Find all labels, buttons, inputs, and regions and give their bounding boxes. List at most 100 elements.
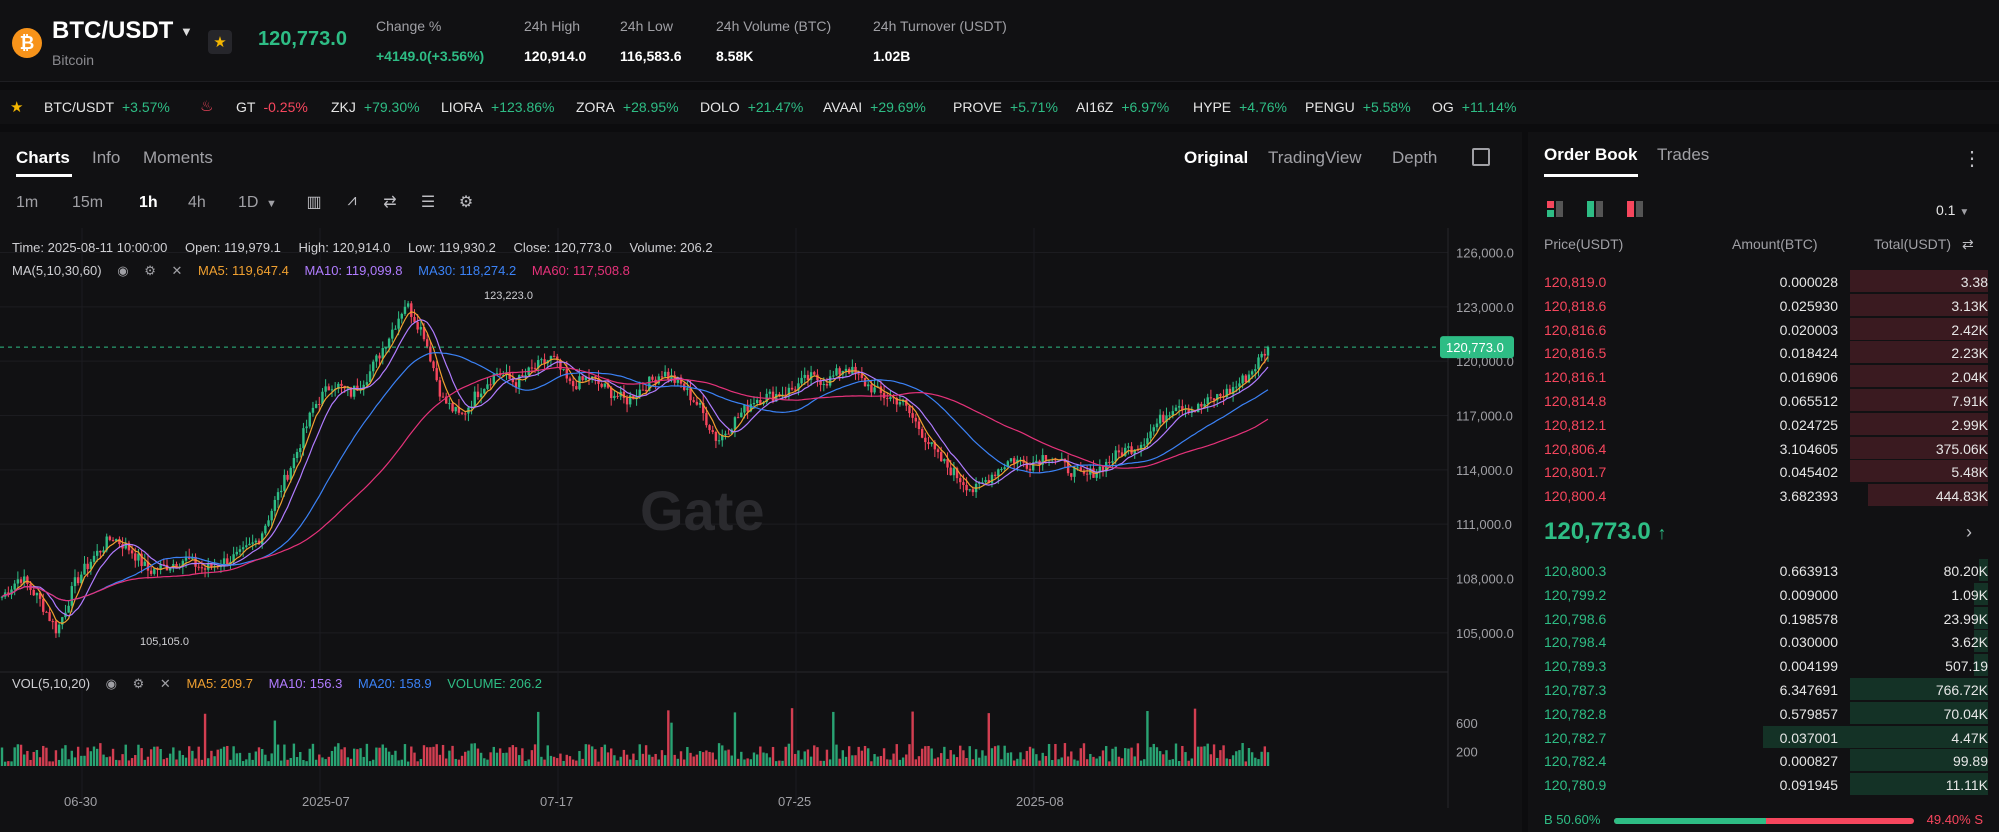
view-depth[interactable]: Depth (1392, 148, 1438, 167)
order-row-ask[interactable]: 120,816.5 0.018424 2.23K (1528, 341, 1988, 364)
ticker-item[interactable]: DOLO +21.47% (700, 99, 803, 115)
volume-bar (1231, 755, 1235, 766)
order-row-bid[interactable]: 120,799.2 0.009000 1.09K (1528, 582, 1988, 605)
indicator-icon[interactable]: ⩘ (347, 192, 357, 209)
interval-4h[interactable]: 4h (188, 194, 206, 211)
order-row-ask[interactable]: 120,814.8 0.065512 7.91K (1528, 389, 1988, 411)
order-row-ask[interactable]: 120,812.1 0.024725 2.99K (1528, 412, 1988, 435)
ticker-item[interactable]: ZKJ +79.30% (331, 99, 420, 115)
order-row-bid[interactable]: 120,780.9 0.091945 11.11K (1528, 773, 1988, 796)
chevron-down-icon[interactable]: ▼ (266, 198, 277, 210)
ticker-item[interactable]: BTC/USDT +3.57% (44, 99, 170, 115)
ticker-item[interactable]: PENGU +5.58% (1305, 99, 1411, 115)
order-row-bid[interactable]: 120,800.3 0.663913 80.20K (1528, 559, 1988, 581)
panel-divider[interactable] (1522, 132, 1528, 832)
order-row-bid[interactable]: 120,787.3 6.347691 766.72K (1528, 678, 1988, 700)
order-row-bid[interactable]: 120,789.3 0.004199 507.19 (1528, 654, 1988, 677)
volume-bar (879, 755, 883, 766)
candle-body (581, 376, 584, 380)
chevron-right-icon[interactable]: › (1966, 522, 1972, 542)
bids-only-icon[interactable] (1586, 200, 1604, 218)
ticker-item[interactable]: GT -0.25% (236, 99, 308, 115)
sell-ratio: 49.40% S (1926, 812, 1983, 827)
ticker-change: +11.14% (1461, 99, 1517, 115)
candle-body (13, 583, 16, 590)
ticker-item[interactable]: PROVE +5.71% (953, 99, 1058, 115)
tab-moments[interactable]: Moments (143, 148, 213, 167)
tab-charts[interactable]: Charts (16, 148, 70, 167)
settings-icon[interactable]: ⚙ (144, 263, 156, 278)
settings-icon[interactable]: ⚙ (458, 194, 474, 211)
swap-icon[interactable]: ⇄ (1962, 236, 1974, 252)
both-sides-icon[interactable] (1546, 200, 1564, 218)
interval-1d[interactable]: 1D (238, 194, 259, 211)
more-icon[interactable]: ⋮ (1962, 148, 1982, 170)
favorite-star-icon[interactable]: ★ (208, 30, 232, 54)
ticker-item[interactable]: AVAAI +29.69% (823, 99, 926, 115)
caret-down-icon[interactable]: ▼ (180, 24, 193, 39)
candle-body (968, 489, 971, 491)
tab-order-book[interactable]: Order Book (1544, 145, 1638, 164)
volume-bar (889, 759, 892, 766)
eye-icon[interactable]: ◉ (105, 676, 118, 691)
volume-bar (467, 750, 470, 766)
order-price: 120,798.4 (1544, 634, 1607, 651)
order-row-ask[interactable]: 120,816.6 0.020003 2.42K (1528, 317, 1988, 340)
ticker-item[interactable]: AI16Z +6.97% (1076, 99, 1169, 115)
view-tradingview[interactable]: TradingView (1268, 148, 1362, 167)
order-row-ask[interactable]: 120,816.1 0.016906 2.04K (1528, 365, 1988, 388)
candle-body (524, 375, 527, 377)
interval-1h[interactable]: 1h (139, 194, 158, 211)
ticker-item[interactable]: LIORA +123.86% (441, 99, 554, 115)
volume-bar (1051, 760, 1054, 766)
compare-icon[interactable]: ⇄ (383, 194, 397, 211)
close-icon[interactable]: ✕ (171, 263, 183, 278)
order-row-ask[interactable]: 120,819.0 0.000028 3.38 (1528, 270, 1988, 292)
order-row-bid[interactable]: 120,798.4 0.030000 3.62K (1528, 630, 1988, 653)
volume-bar (984, 755, 987, 766)
order-row-bid[interactable]: 120,782.4 0.000827 99.89 (1528, 749, 1988, 772)
order-row-ask[interactable]: 120,806.4 3.104605 375.06K (1528, 436, 1988, 459)
tab-info[interactable]: Info (92, 148, 121, 167)
candle-body (425, 339, 429, 347)
pair-selector[interactable]: BTC/USDT (52, 17, 174, 44)
fullscreen-icon[interactable] (1472, 148, 1490, 166)
asks-only-icon[interactable] (1626, 200, 1644, 218)
order-row-ask[interactable]: 120,801.7 0.045402 5.48K (1528, 460, 1988, 483)
price-chart[interactable]: 105,000.0 108,000.0 111,000.0 114,000.0 117,… (0, 228, 1522, 832)
list-icon[interactable]: ☰ (420, 194, 436, 211)
candle-body (552, 355, 556, 357)
order-row-bid[interactable]: 120,798.6 0.198578 23.99K (1528, 606, 1988, 629)
volume-bar (483, 758, 486, 766)
order-row-bid[interactable]: 120,782.8 0.579857 70.04K (1528, 701, 1988, 724)
volume-bar (276, 744, 280, 766)
candle-body (600, 383, 603, 387)
volume-bar (83, 755, 86, 766)
volume-bar (759, 746, 762, 766)
tab-trades[interactable]: Trades (1657, 145, 1710, 164)
candle-type-icon[interactable]: ▥ (306, 194, 322, 211)
interval-15m[interactable]: 15m (72, 194, 104, 211)
order-row-ask[interactable]: 120,800.4 3.682393 444.83K (1528, 484, 1988, 507)
volume-bar (292, 743, 296, 766)
close-icon[interactable]: ✕ (159, 676, 171, 691)
depth-bar (1979, 559, 1988, 581)
volume-bar (556, 758, 559, 766)
ma10-value: MA10: 119,099.8 (304, 263, 403, 278)
volume-bar (1108, 761, 1111, 766)
volume-bar (809, 756, 813, 766)
precision-select[interactable]: 0.1 ▼ (1936, 202, 1969, 218)
ticker-item[interactable]: OG +11.14% (1432, 99, 1516, 115)
view-original[interactable]: Original (1184, 148, 1249, 167)
settings-icon[interactable]: ⚙ (132, 676, 145, 691)
eye-icon[interactable]: ◉ (117, 263, 129, 278)
volume-bar (330, 750, 334, 766)
volume-bar (575, 760, 578, 766)
ticker-item[interactable]: ZORA +28.95% (576, 99, 679, 115)
interval-1m[interactable]: 1m (16, 194, 39, 211)
order-row-bid[interactable]: 120,782.7 0.037001 4.47K (1528, 725, 1988, 748)
volume-bar (479, 752, 483, 766)
ticker-item[interactable]: HYPE +4.76% (1193, 99, 1287, 115)
candle-body (1085, 473, 1089, 475)
order-row-ask[interactable]: 120,818.6 0.025930 3.13K (1528, 293, 1988, 316)
